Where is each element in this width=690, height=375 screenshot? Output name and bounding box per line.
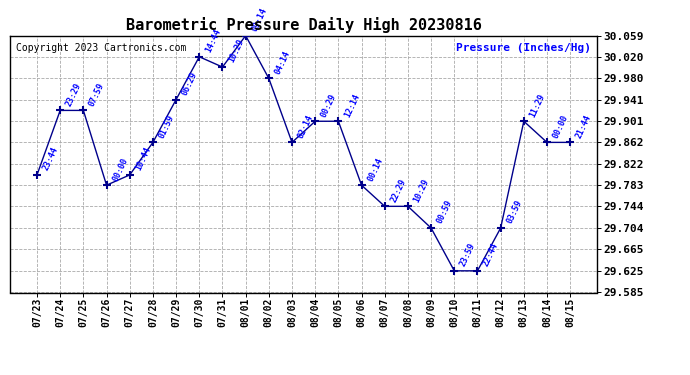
Text: 09:14: 09:14 (250, 6, 268, 33)
Text: 10:44: 10:44 (134, 146, 152, 172)
Text: 04:14: 04:14 (273, 49, 292, 76)
Text: 00:14: 00:14 (366, 156, 384, 182)
Text: 23:44: 23:44 (41, 146, 60, 172)
Text: 14:44: 14:44 (204, 27, 222, 54)
Text: 01:59: 01:59 (157, 113, 176, 140)
Text: 03:59: 03:59 (505, 199, 524, 225)
Text: 02:14: 02:14 (296, 113, 315, 140)
Text: 23:29: 23:29 (64, 81, 83, 108)
Text: Pressure (Inches/Hg): Pressure (Inches/Hg) (456, 44, 591, 53)
Text: 12:14: 12:14 (342, 92, 362, 118)
Text: 00:00: 00:00 (110, 156, 130, 182)
Text: 00:29: 00:29 (319, 92, 338, 118)
Text: 07:59: 07:59 (88, 81, 106, 108)
Text: 00:00: 00:00 (551, 113, 570, 140)
Text: 10:29: 10:29 (226, 38, 246, 64)
Text: 21:44: 21:44 (574, 113, 593, 140)
Text: 22:29: 22:29 (389, 177, 408, 204)
Text: 23:59: 23:59 (458, 242, 477, 268)
Text: Copyright 2023 Cartronics.com: Copyright 2023 Cartronics.com (17, 44, 186, 53)
Title: Barometric Pressure Daily High 20230816: Barometric Pressure Daily High 20230816 (126, 17, 482, 33)
Text: 00:59: 00:59 (435, 199, 454, 225)
Text: 06:29: 06:29 (180, 70, 199, 97)
Text: 22:44: 22:44 (482, 242, 500, 268)
Text: 11:29: 11:29 (528, 92, 546, 118)
Text: 10:29: 10:29 (412, 177, 431, 204)
